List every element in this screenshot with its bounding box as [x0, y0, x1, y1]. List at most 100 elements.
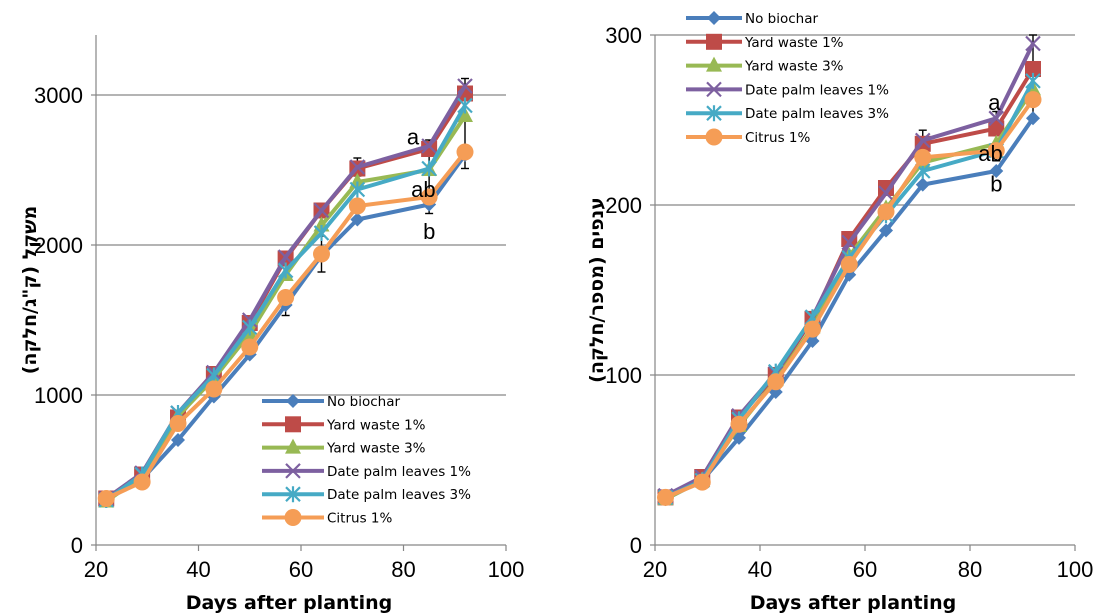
legend-label: Yard waste 1% [326, 417, 426, 433]
data-point [1025, 35, 1041, 52]
significance-label: ab [978, 141, 1002, 166]
data-point [914, 132, 931, 149]
data-point [730, 415, 748, 433]
series-no-biochar [658, 111, 1040, 507]
legend-label: Yard waste 3% [326, 441, 426, 457]
data-point [241, 319, 258, 336]
legend-marker [706, 56, 722, 72]
legend-item: Date palm leaves 3% [262, 486, 471, 503]
legend-label: No biochar [745, 11, 818, 27]
y-tick-label: 0 [71, 533, 83, 558]
legend-label: Yard waste 1% [744, 35, 844, 51]
legend-marker [706, 33, 722, 50]
legend-item: Yard waste 3% [686, 56, 844, 75]
data-point [457, 78, 473, 94]
series-citrus-1 [657, 91, 1042, 506]
data-point [277, 249, 294, 265]
significance-label: ab [411, 177, 435, 202]
data-point [1026, 111, 1040, 126]
data-point [348, 197, 366, 215]
legend-marker [285, 438, 301, 454]
data-point [456, 143, 474, 161]
data-point [205, 380, 223, 398]
data-point [241, 338, 259, 356]
data-point [1024, 91, 1042, 109]
legend-label: Date palm leaves 3% [327, 487, 471, 503]
legend-marker [285, 486, 301, 503]
series-yard-waste-1 [657, 61, 1041, 506]
data-point [350, 212, 365, 227]
y-tick-label: 100 [605, 363, 642, 388]
legend-item: No biochar [262, 394, 400, 410]
data-point [878, 185, 894, 201]
legend-item: Date palm leaves 3% [686, 105, 889, 122]
y-axis-title: ענפים (מספר/חלקה) [586, 197, 608, 383]
legend-marker [705, 128, 723, 146]
data-point [767, 373, 785, 391]
y-tick-label: 2000 [34, 233, 83, 258]
data-point [987, 142, 1005, 160]
series-citrus-1 [97, 143, 474, 507]
x-axis-title: Days after planting [186, 592, 393, 614]
y-tick-label: 1000 [34, 383, 83, 408]
x-tick-label: 60 [853, 557, 877, 582]
data-point [804, 320, 821, 338]
legend-marker [706, 105, 722, 122]
x-tick-label: 20 [84, 557, 108, 582]
x-tick-label: 40 [748, 557, 772, 582]
x-tick-label: 80 [958, 557, 982, 582]
data-point [457, 107, 473, 122]
data-point [841, 234, 858, 251]
significance-label: a [988, 90, 1001, 115]
legend-label: Date palm leaves 1% [327, 464, 471, 480]
series-line [664, 98, 1035, 500]
data-point [313, 245, 330, 263]
legend-label: Citrus 1% [327, 511, 392, 527]
chart-branches: 0 100 200 300 20 40 60 80 100 Days after planting… [586, 11, 1093, 614]
x-tick-label: 20 [643, 557, 667, 582]
legend-label: Citrus 1% [745, 130, 810, 146]
legend-label: Yard waste 3% [744, 59, 844, 75]
legend-item: Date palm leaves 1% [686, 81, 889, 98]
series-line [664, 117, 1035, 501]
legend-marker [706, 81, 722, 98]
data-point [1025, 72, 1041, 89]
data-point [349, 159, 366, 175]
series-line [105, 104, 467, 502]
legend-item: Date palm leaves 1% [262, 463, 471, 480]
gridlines [655, 34, 1075, 376]
data-point [313, 225, 330, 241]
data-point [988, 120, 1005, 137]
legend-marker [707, 11, 721, 25]
y-axis-title: משקל (ק"ג/חלקה) [19, 206, 41, 375]
significance-label: b [423, 219, 435, 244]
data-point [457, 97, 473, 114]
legend-marker [286, 394, 300, 408]
legend-label: Date palm leaves 1% [745, 82, 889, 98]
x-tick-label: 40 [186, 557, 210, 582]
data-point [914, 148, 932, 166]
data-point [879, 223, 893, 238]
legend: No biochar Yard waste 1% Yard waste 3% Date… [262, 394, 471, 527]
y-tick-label: 3000 [34, 83, 83, 108]
legend-item: Yard waste 1% [686, 33, 844, 51]
significance-label: b [990, 171, 1002, 196]
data-point [421, 141, 438, 157]
data-point [693, 473, 711, 491]
data-point [989, 164, 1004, 178]
data-point [988, 110, 1005, 127]
data-point [97, 490, 115, 507]
legend-label: Date palm leaves 3% [745, 106, 889, 122]
data-point [133, 473, 151, 491]
data-point [349, 181, 366, 198]
data-point [421, 160, 437, 177]
data-point [915, 177, 930, 192]
data-point [277, 289, 295, 306]
series-line [105, 153, 467, 502]
legend-item: Yard waste 3% [262, 438, 426, 457]
data-point [421, 138, 437, 154]
legend-marker [285, 463, 301, 479]
data-point [313, 202, 330, 219]
legend-item: Citrus 1% [686, 128, 810, 146]
